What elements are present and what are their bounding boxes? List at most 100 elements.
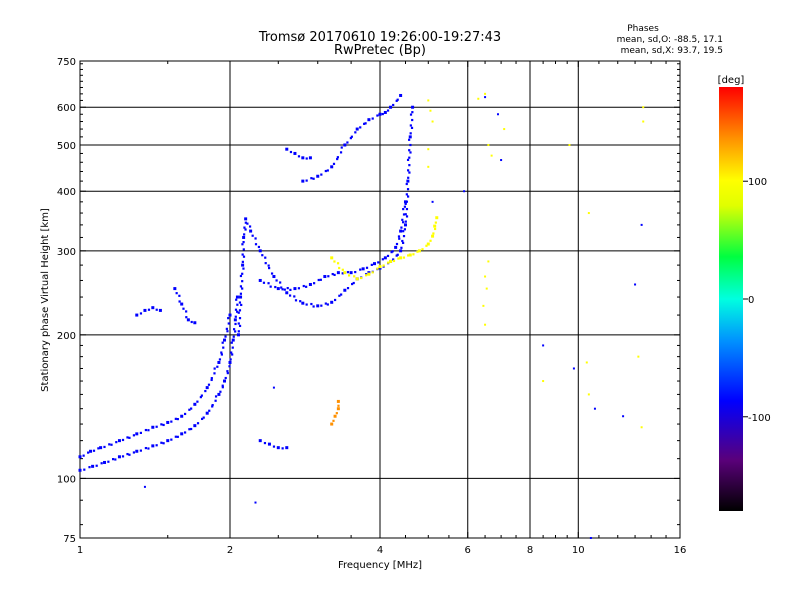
data-point	[272, 275, 276, 279]
data-point	[175, 292, 178, 295]
data-point	[214, 395, 218, 398]
data-point	[421, 248, 424, 251]
colorbar-tick-label: -100	[748, 413, 771, 424]
data-point	[147, 308, 151, 311]
data-point	[336, 399, 340, 403]
data-point	[91, 464, 95, 468]
data-point	[404, 202, 407, 205]
data-point	[299, 300, 302, 303]
data-point	[269, 285, 272, 288]
data-point	[405, 215, 409, 218]
data-point	[193, 402, 197, 406]
data-point	[241, 287, 244, 290]
data-point	[88, 466, 91, 469]
data-point	[320, 304, 323, 307]
data-point	[151, 444, 155, 448]
data-point	[99, 446, 103, 450]
data-point	[162, 423, 165, 427]
data-point	[622, 415, 625, 418]
x-tick-label: 2	[227, 545, 233, 556]
data-point	[401, 239, 404, 243]
data-point	[402, 213, 406, 216]
data-point	[132, 434, 136, 437]
data-point	[243, 233, 246, 236]
data-point	[243, 226, 246, 229]
data-point	[319, 278, 322, 281]
data-point	[262, 281, 266, 284]
y-tick-label: 750	[57, 57, 76, 68]
data-point	[147, 429, 150, 432]
data-point	[367, 272, 371, 276]
data-point	[316, 304, 320, 308]
data-point	[542, 344, 545, 347]
data-point	[383, 256, 387, 260]
data-point	[272, 386, 275, 389]
data-point	[258, 249, 262, 253]
data-point	[409, 124, 412, 127]
data-point	[100, 462, 103, 465]
data-point	[349, 271, 353, 275]
data-point	[107, 460, 110, 463]
data-point	[182, 307, 185, 310]
data-point	[392, 103, 395, 107]
x-tick-label: 16	[674, 545, 687, 556]
data-point	[229, 358, 232, 361]
data-point	[235, 298, 238, 301]
data-point	[408, 138, 411, 141]
data-point	[135, 432, 139, 436]
data-point	[254, 237, 257, 240]
data-point	[496, 113, 499, 116]
data-point	[637, 355, 640, 358]
data-point	[111, 458, 115, 461]
data-point	[330, 422, 334, 426]
data-point	[359, 126, 362, 129]
data-point	[276, 287, 280, 291]
data-point	[333, 273, 336, 277]
data-point	[425, 244, 428, 247]
data-point	[312, 177, 315, 180]
data-point	[332, 162, 336, 165]
data-point	[78, 455, 82, 459]
data-point	[409, 113, 413, 116]
data-point	[254, 243, 258, 246]
data-point	[205, 411, 209, 415]
data-point	[386, 109, 390, 112]
data-point	[257, 245, 261, 249]
data-point	[227, 322, 230, 325]
data-point	[147, 447, 150, 450]
data-point	[343, 288, 347, 292]
data-point	[155, 308, 158, 311]
data-point	[241, 263, 245, 267]
data-point	[395, 242, 399, 246]
data-point	[228, 313, 232, 317]
data-point	[258, 439, 262, 443]
data-point	[221, 386, 224, 389]
data-point	[585, 361, 588, 364]
data-point	[377, 261, 380, 264]
data-point	[224, 376, 227, 380]
data-point	[434, 221, 437, 224]
data-point	[78, 468, 82, 472]
data-point	[316, 174, 320, 178]
data-point	[431, 200, 434, 203]
data-point	[144, 428, 147, 432]
data-point	[128, 453, 131, 456]
data-point	[220, 351, 223, 354]
data-point	[276, 446, 280, 450]
data-point	[234, 315, 237, 318]
data-point	[404, 213, 407, 216]
data-point	[408, 171, 411, 174]
data-point	[178, 300, 181, 303]
data-point	[336, 156, 339, 159]
data-point	[217, 360, 221, 364]
data-point	[188, 408, 191, 411]
data-point	[297, 155, 301, 158]
data-point	[400, 246, 403, 249]
data-point	[219, 390, 222, 393]
data-point	[234, 322, 237, 326]
data-point	[408, 135, 412, 139]
x-tick-label: 8	[527, 545, 533, 556]
data-point	[412, 253, 415, 256]
data-point	[429, 239, 432, 242]
data-point	[333, 414, 337, 418]
